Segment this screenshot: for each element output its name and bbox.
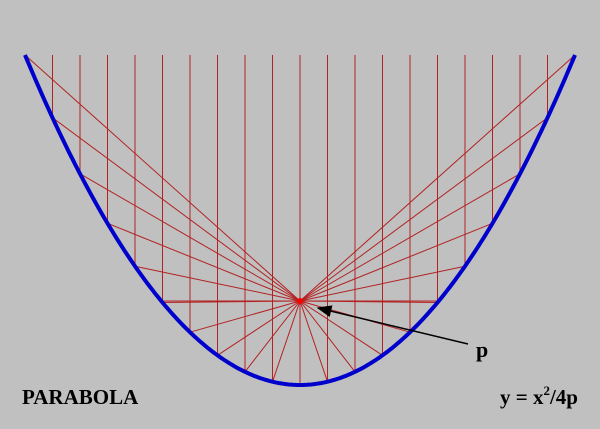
focus-ray [299, 54, 576, 302]
focus-ray [299, 300, 328, 382]
focus-ray [52, 117, 301, 302]
parabola-curve [23, 54, 577, 387]
title: PARABOLA [22, 385, 139, 409]
focus-point [297, 298, 303, 304]
equation-rest: /4p [549, 385, 578, 409]
focus-ray [299, 265, 466, 302]
focus-ray [299, 300, 383, 356]
focus-ray [299, 222, 493, 302]
focus-ray [107, 222, 301, 302]
focus-label: p [476, 337, 488, 362]
equation: y = x2/4p [500, 383, 578, 409]
equation-exponent: 2 [543, 383, 550, 398]
focus-ray [299, 117, 548, 302]
focus-ray [217, 300, 301, 356]
equation-base: y = x [500, 385, 544, 409]
focus-ray [299, 173, 521, 302]
focus-ray [299, 300, 356, 373]
focus-arrow [316, 305, 469, 345]
reflection-rays [24, 54, 576, 385]
focus-ray [272, 300, 301, 382]
